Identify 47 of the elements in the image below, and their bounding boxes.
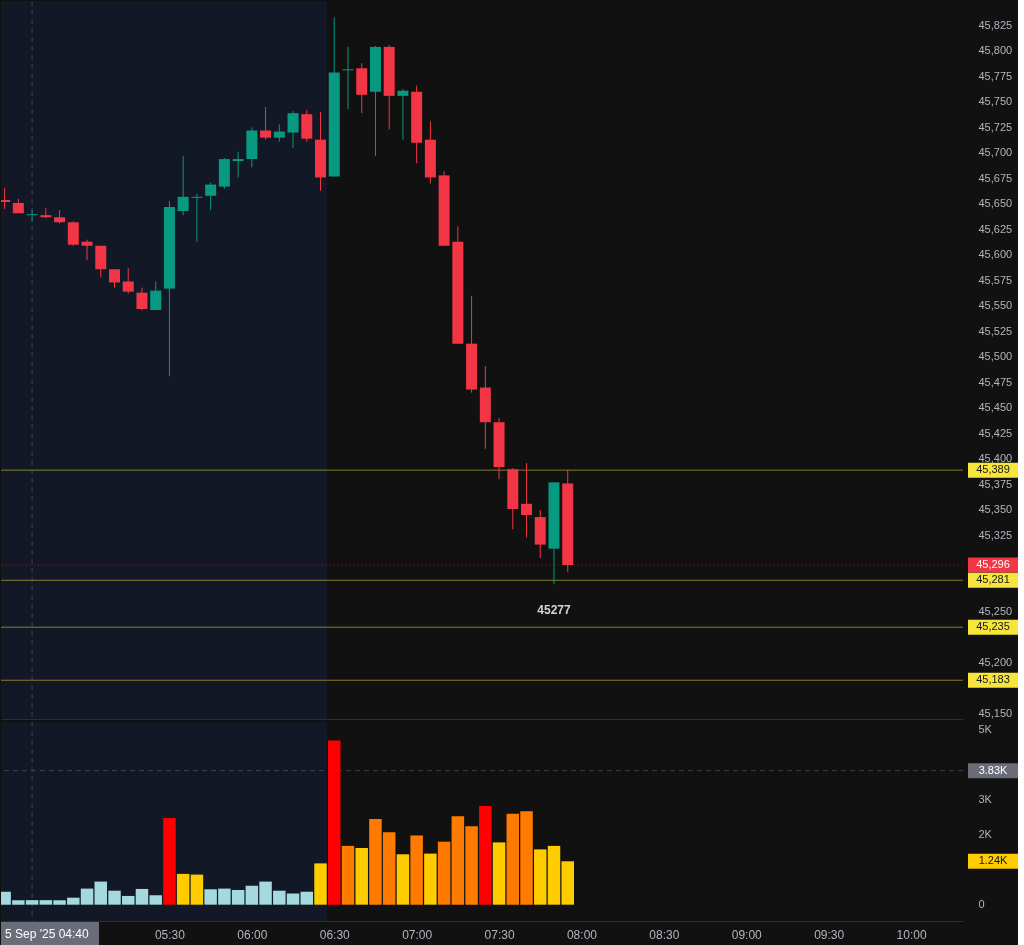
- y-tick-label: 45,600: [978, 248, 1013, 261]
- ref-line-label: 5 Sep '25 04:40: [5, 927, 90, 941]
- ref-line-label: 3.83K: [978, 763, 1009, 776]
- x-tick-label: 08:30: [649, 927, 680, 942]
- ref-line-label: 45,235: [976, 620, 1010, 633]
- y-tick-label: 45,250: [978, 605, 1013, 618]
- y-tick-label: 45,500: [978, 350, 1013, 363]
- x-tick-label: 09:30: [814, 927, 845, 942]
- y-tick-label: 45,650: [978, 197, 1013, 210]
- y-tick-label: 45,325: [978, 528, 1013, 541]
- ref-line-label: 45,281: [976, 573, 1010, 586]
- y-tick-label: 45,525: [978, 324, 1013, 337]
- y-tick-label: 45,350: [978, 503, 1013, 516]
- y-tick-label: 45,375: [978, 477, 1013, 490]
- y-tick-label: 45,200: [978, 656, 1013, 669]
- y-tick-label: 45,400: [978, 452, 1013, 465]
- y-tick-label: 45,575: [978, 273, 1013, 286]
- x-tick-label: 10:00: [896, 927, 927, 942]
- text: 1.24K: [978, 854, 1009, 867]
- y-tick-label: 45,625: [978, 222, 1013, 235]
- y-tick-label: 45,475: [978, 375, 1013, 388]
- y-tick-label: 45,150: [978, 707, 1013, 720]
- y-tick-label: 3K: [978, 793, 993, 806]
- annotation: 45277: [537, 603, 571, 618]
- y-tick-label: 45,450: [978, 401, 1013, 414]
- y-tick-label: 45,700: [978, 146, 1013, 159]
- x-tick-label: 07:00: [402, 927, 433, 942]
- x-tick-label: 07:30: [484, 927, 515, 942]
- y-tick-label: 2K: [978, 828, 993, 841]
- x-tick-label: 09:00: [731, 927, 763, 942]
- ref-line-label: 45,389: [976, 463, 1010, 476]
- y-tick-label: 0: [978, 898, 985, 911]
- x-tick-label: 05:30: [154, 927, 186, 942]
- ref-line-label: 45,296: [976, 558, 1010, 570]
- y-tick-label: 5K: [978, 723, 993, 736]
- y-tick-label: 45,775: [978, 69, 1013, 82]
- x-tick-label: 06:00: [237, 927, 268, 942]
- y-tick-label: 45,425: [978, 426, 1013, 439]
- x-tick-label: 06:30: [319, 927, 351, 942]
- x-tick-label: 08:00: [566, 927, 598, 942]
- y-tick-label: 45,800: [978, 44, 1013, 57]
- y-tick-label: 45,675: [978, 171, 1013, 184]
- ref-line-label: 45,183: [976, 673, 1010, 686]
- y-tick-label: 45,750: [978, 95, 1013, 108]
- y-tick-label: 45,550: [978, 299, 1013, 312]
- y-tick-label: 45,725: [978, 120, 1013, 133]
- y-tick-label: 45,825: [978, 18, 1013, 31]
